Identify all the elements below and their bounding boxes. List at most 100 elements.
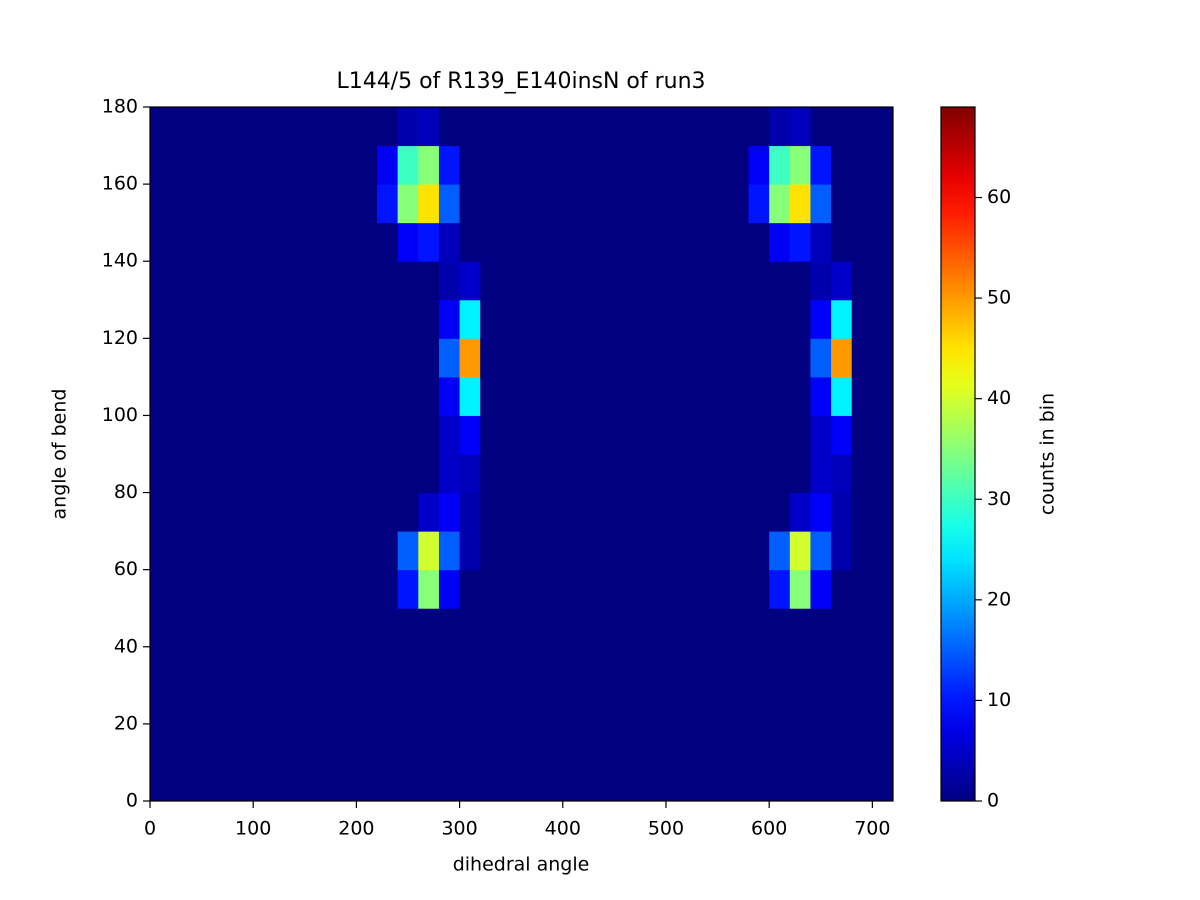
heatmap-cell (727, 608, 750, 648)
heatmap-cell (686, 608, 708, 648)
heatmap-cell (170, 762, 192, 802)
x-tick-label: 600 (751, 818, 787, 840)
heatmap-cell (727, 184, 750, 224)
heatmap-cell (521, 569, 543, 609)
heatmap-cell (707, 376, 729, 416)
heatmap-cell (872, 184, 894, 224)
heatmap-cell (665, 299, 688, 339)
heatmap-cell (315, 762, 337, 802)
heatmap-cell (335, 531, 357, 571)
heatmap-cell (769, 145, 791, 185)
y-tick-label: 140 (102, 250, 138, 272)
heatmap-cell (562, 222, 584, 262)
heatmap-cell (665, 107, 688, 147)
heatmap-cell (686, 376, 708, 416)
heatmap-cell (377, 762, 399, 802)
heatmap-cell (459, 608, 481, 648)
heatmap-cell (562, 184, 584, 224)
heatmap-cell (872, 762, 894, 802)
heatmap-cell (438, 685, 461, 725)
heatmap-cell (727, 685, 750, 725)
heatmap-cell (356, 415, 378, 455)
y-tick-label: 100 (102, 404, 138, 426)
heatmap-cell (253, 608, 275, 648)
heatmap-cell (831, 454, 853, 494)
heatmap-cell (480, 145, 502, 185)
heatmap-cell (707, 145, 729, 185)
heatmap-cell (562, 415, 584, 455)
heatmap-cell (645, 569, 667, 609)
heatmap-cell (191, 299, 213, 339)
heatmap-cell (851, 608, 873, 648)
heatmap-cell (315, 338, 337, 378)
heatmap-cell (583, 107, 605, 147)
heatmap-cell (397, 145, 419, 185)
heatmap-cell (810, 107, 832, 147)
heatmap-cell (170, 222, 192, 262)
heatmap-cell (170, 723, 192, 763)
heatmap-cell (294, 222, 316, 262)
heatmap-cell (438, 145, 461, 185)
heatmap-cell (335, 145, 357, 185)
heatmap-cell (769, 299, 791, 339)
heatmap-cell (748, 338, 770, 378)
y-tick-label: 180 (102, 96, 138, 118)
heatmap-cell (191, 454, 213, 494)
heatmap-cell (851, 376, 873, 416)
heatmap-cell (562, 145, 584, 185)
heatmap-cell (191, 222, 213, 262)
heatmap-cell (459, 299, 481, 339)
heatmap-cell (604, 107, 626, 147)
heatmap-cell (335, 569, 357, 609)
heatmap-cell (150, 338, 172, 378)
heatmap-cell (232, 415, 254, 455)
heatmap-cell (521, 299, 543, 339)
heatmap-cell (604, 184, 626, 224)
heatmap-cell (459, 415, 481, 455)
heatmap-cell (500, 261, 522, 301)
heatmap-cell (748, 145, 770, 185)
heatmap-cell (562, 338, 584, 378)
heatmap-cell (335, 184, 357, 224)
heatmap-cell (459, 492, 481, 532)
heatmap-cell (459, 107, 481, 147)
heatmap-cell (397, 222, 419, 262)
heatmap-cell (727, 492, 750, 532)
heatmap-cell (500, 376, 522, 416)
heatmap-cell (769, 415, 791, 455)
heatmap-cell (315, 723, 337, 763)
heatmap-cell (211, 723, 234, 763)
y-tick-label: 60 (114, 558, 138, 580)
heatmap-cell (769, 492, 791, 532)
heatmap-cell (438, 222, 461, 262)
heatmap-cell (769, 376, 791, 416)
y-tick-label: 0 (126, 790, 138, 812)
heatmap-cell (624, 569, 646, 609)
heatmap-cell (253, 492, 275, 532)
y-tick-label: 120 (102, 327, 138, 349)
heatmap-cell (521, 222, 543, 262)
heatmap-cell (294, 492, 316, 532)
heatmap-cell (397, 608, 419, 648)
heatmap-cell (211, 184, 234, 224)
heatmap-cell (542, 685, 564, 725)
heatmap-cell (191, 685, 213, 725)
heatmap-cell (748, 222, 770, 262)
heatmap-cell (521, 454, 543, 494)
heatmap-cell (377, 723, 399, 763)
heatmap-cell (253, 685, 275, 725)
heatmap-cell (665, 685, 688, 725)
heatmap-cell (397, 454, 419, 494)
heatmap-cell (604, 145, 626, 185)
heatmap-cell (232, 184, 254, 224)
heatmap-cell (769, 107, 791, 147)
heatmap-cell (521, 685, 543, 725)
heatmap-cell (604, 685, 626, 725)
heatmap-cell (831, 299, 853, 339)
heatmap-cell (418, 531, 440, 571)
heatmap-cell (562, 608, 584, 648)
heatmap-cell (769, 338, 791, 378)
heatmap-cell (851, 723, 873, 763)
heatmap-cell (480, 415, 502, 455)
